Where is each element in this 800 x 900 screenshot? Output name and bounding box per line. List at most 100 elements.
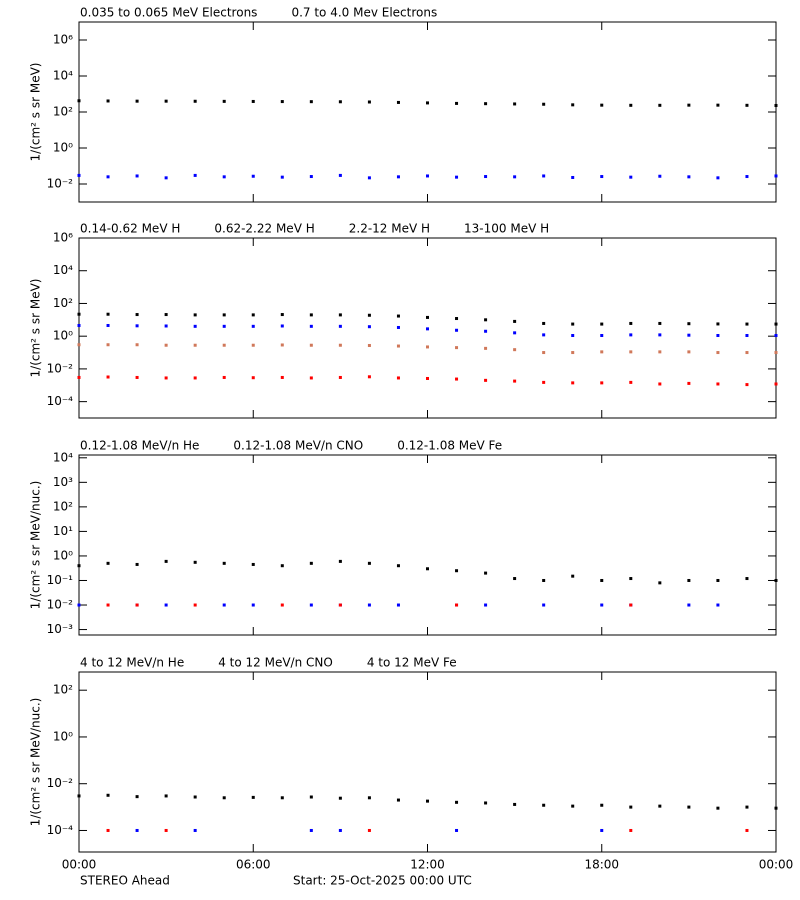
data-point (513, 348, 517, 352)
data-point (542, 578, 546, 582)
data-point (542, 351, 546, 355)
legend-entry: 0.14-0.62 MeV H (80, 222, 180, 236)
data-point (774, 334, 778, 338)
legend-entry: 0.62-2.22 MeV H (214, 222, 314, 236)
data-point (687, 805, 691, 809)
data-point (106, 175, 110, 179)
data-point (193, 99, 197, 103)
data-point (571, 334, 575, 338)
data-point (774, 322, 778, 326)
data-point (193, 343, 197, 347)
data-point (77, 312, 81, 316)
data-point (193, 313, 197, 317)
data-point (135, 603, 139, 607)
y-axis-label: 1/(cm² s sr MeV) (29, 63, 43, 162)
data-point (309, 603, 313, 607)
data-point (77, 603, 81, 607)
data-point (658, 350, 662, 354)
data-point (426, 174, 429, 178)
data-point (600, 334, 604, 338)
plot-frame (78, 671, 777, 853)
data-point (513, 319, 517, 323)
data-point (484, 603, 488, 607)
data-point (600, 803, 604, 807)
data-point (426, 799, 429, 803)
data-point (77, 343, 81, 347)
data-point (106, 375, 110, 379)
legend-entry: 2.2-12 MeV H (349, 222, 430, 236)
data-point (542, 803, 546, 807)
data-point (280, 324, 284, 328)
footer-left: STEREO Ahead (80, 874, 170, 888)
data-point (338, 375, 342, 379)
data-point (484, 346, 488, 350)
data-point (600, 103, 604, 107)
y-tick-label: 10⁰ (53, 729, 73, 743)
data-point (542, 380, 546, 384)
legend-entry: 4 to 12 MeV/n He (80, 656, 184, 670)
data-point (687, 603, 691, 607)
data-point (426, 327, 429, 331)
data-point (164, 794, 168, 798)
data-point (367, 561, 371, 565)
data-point (280, 796, 284, 800)
data-point (658, 333, 662, 337)
data-point (164, 343, 168, 347)
legend-entry: 4 to 12 MeV Fe (367, 656, 457, 670)
y-tick-label: 10⁻² (47, 598, 74, 612)
data-point (338, 313, 342, 317)
x-tick-label: 00:00 (759, 858, 794, 872)
data-point (687, 175, 691, 179)
data-point (164, 313, 168, 317)
data-point (426, 101, 429, 105)
data-point (426, 567, 429, 571)
data-point (222, 561, 226, 565)
y-axis-label: 1/(cm² s sr MeV/nuc.) (29, 481, 43, 610)
data-point (542, 174, 546, 178)
y-tick-label: 10² (53, 105, 73, 119)
data-point (367, 325, 371, 329)
data-point (455, 346, 459, 350)
y-tick-label: 10⁶ (53, 33, 73, 47)
data-point (280, 603, 284, 607)
data-point (135, 562, 139, 566)
data-point (193, 324, 197, 328)
data-point (193, 795, 197, 799)
data-point (338, 100, 342, 104)
data-point (484, 329, 488, 333)
data-point (77, 173, 81, 177)
legend-entry: 0.12-1.08 MeV Fe (397, 439, 502, 453)
data-point (222, 375, 226, 379)
data-point (193, 560, 197, 564)
data-point (513, 102, 517, 106)
data-point (309, 313, 313, 317)
data-point (600, 350, 604, 354)
data-point (774, 103, 778, 107)
data-point (774, 351, 778, 355)
data-point (222, 343, 226, 347)
data-point (455, 603, 459, 607)
data-point (106, 312, 110, 316)
data-point (222, 603, 226, 607)
data-point (542, 603, 546, 607)
data-point (629, 603, 633, 607)
data-point (396, 314, 400, 318)
footer-right: Start: 25-Oct-2025 00:00 UTC (293, 874, 472, 888)
data-point (222, 313, 226, 317)
data-point (309, 100, 313, 104)
data-point (571, 103, 575, 107)
data-point (338, 828, 342, 832)
y-tick-label: 10⁴ (53, 69, 73, 83)
data-point (280, 343, 284, 347)
data-point (629, 805, 633, 809)
legend-entry: 0.12-1.08 MeV/n He (80, 439, 199, 453)
data-point (135, 99, 139, 103)
data-point (309, 376, 313, 380)
data-point (367, 828, 371, 832)
data-point (513, 802, 517, 806)
y-tick-label: 10³ (53, 475, 73, 489)
y-axis-label: 1/(cm² s sr MeV/nuc.) (29, 698, 43, 827)
data-point (338, 559, 342, 563)
x-tick-label: 18:00 (584, 858, 619, 872)
